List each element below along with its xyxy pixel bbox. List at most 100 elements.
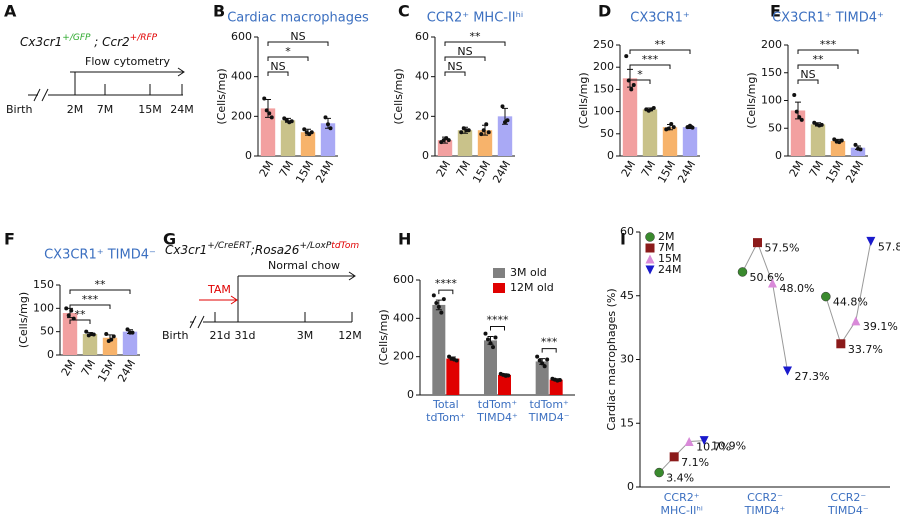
significance-label: NS xyxy=(457,45,472,58)
data-point xyxy=(542,364,547,369)
data-point xyxy=(488,341,493,346)
significance-label: ** xyxy=(655,38,667,51)
data-point xyxy=(819,122,824,127)
x-tick-label: 24M xyxy=(313,159,336,186)
x-tick-label: 24M xyxy=(843,159,866,186)
significance-label: ** xyxy=(95,278,107,291)
y-tick-label: 50 xyxy=(768,121,782,134)
x-tick-label: CCR2⁺ xyxy=(664,491,700,504)
data-point xyxy=(486,130,491,135)
bar xyxy=(102,337,118,355)
x-tick-label: TIMD4⁺ xyxy=(476,411,518,424)
genotype: Cx3cr1+/GFP ; Ccr2+/RFP xyxy=(20,33,158,49)
chart-title: CX3CR1⁺ TIMD4⁻ xyxy=(44,248,156,263)
value-label: 7.1% xyxy=(681,456,709,469)
legend-swatch xyxy=(493,268,505,278)
significance-label: NS xyxy=(800,68,815,81)
bar xyxy=(122,331,138,355)
genotype-part: +/GFP xyxy=(62,33,91,43)
data-point xyxy=(853,142,858,147)
x-tick-label: 7M xyxy=(807,159,827,180)
diagram-g-shapes xyxy=(189,271,356,329)
y-tick-label: 50 xyxy=(600,127,614,140)
y-tick-label: 150 xyxy=(593,82,614,95)
data-point xyxy=(267,111,272,116)
y-tick-label: 200 xyxy=(593,60,614,73)
timeline-label: 2M xyxy=(67,103,84,116)
arrow-label: Flow cytometry xyxy=(85,55,171,68)
data-point xyxy=(466,128,471,133)
data-point xyxy=(66,313,71,318)
marker xyxy=(821,291,831,302)
marker xyxy=(866,236,876,246)
bar xyxy=(457,130,473,156)
data-point xyxy=(651,106,656,111)
y-tick-label: 150 xyxy=(33,278,54,291)
data-point xyxy=(799,117,804,122)
x-tick-label: 7M xyxy=(454,159,474,180)
y-tick-label: 50 xyxy=(40,325,54,338)
timeline-label: Birth xyxy=(162,329,188,342)
y-tick-label: 0 xyxy=(407,388,414,401)
legend-label: 3M old xyxy=(510,266,547,279)
genotype-part: +/CreERT xyxy=(207,241,252,251)
error-bar xyxy=(627,68,633,88)
genotype-part: Cx3cr1 xyxy=(20,35,62,49)
marker xyxy=(851,316,861,326)
significance-label: ** xyxy=(470,30,482,43)
y-tick-label: 45 xyxy=(620,289,634,302)
y-tick-label: 600 xyxy=(231,30,252,43)
panel-letter: H xyxy=(398,230,411,249)
significance-bracket xyxy=(69,304,111,309)
y-tick-label: 100 xyxy=(761,94,782,107)
chart-title: CX3CR1⁺ TIMD4⁺ xyxy=(772,11,884,26)
bar xyxy=(622,78,638,156)
bar xyxy=(260,108,276,156)
panel-letter: B xyxy=(213,2,225,21)
significance-bracket xyxy=(541,348,557,353)
bar xyxy=(810,124,826,156)
marker xyxy=(737,267,748,277)
significance-bracket xyxy=(444,71,466,76)
bar xyxy=(535,361,549,395)
significance-label: *** xyxy=(820,38,837,51)
data-point xyxy=(484,122,489,127)
panel-letter: A xyxy=(4,2,17,21)
data-point xyxy=(671,125,676,130)
bar xyxy=(62,313,78,355)
value-label: 33.7% xyxy=(848,343,883,356)
y-tick-label: 40 xyxy=(415,70,429,83)
data-point xyxy=(505,118,510,123)
genotype-part: tdTom xyxy=(331,241,359,251)
y-tick-label: 20 xyxy=(415,109,429,122)
x-tick-label: 24M xyxy=(115,358,138,385)
timeline-label: Birth xyxy=(6,103,32,116)
y-tick-label: 100 xyxy=(33,301,54,314)
y-tick-label: 400 xyxy=(231,70,252,83)
data-point xyxy=(537,358,542,363)
value-label: 27.3% xyxy=(795,370,830,383)
significance-bracket xyxy=(267,41,329,46)
data-point xyxy=(446,138,451,143)
x-tick-label: 15M xyxy=(293,159,316,186)
data-point xyxy=(479,132,484,137)
x-tick-label: TIMD4⁻ xyxy=(827,504,869,515)
y-tick-label: 0 xyxy=(47,348,54,361)
x-tick-label: 2M xyxy=(434,159,454,180)
y-tick-label: 0 xyxy=(607,149,614,162)
x-tick-label: 7M xyxy=(79,358,99,379)
data-point xyxy=(459,130,464,135)
x-tick-label: 2M xyxy=(619,159,639,180)
bar xyxy=(320,123,336,156)
data-point xyxy=(540,361,545,366)
value-label: 57.5% xyxy=(765,242,800,255)
significance-bracket xyxy=(797,49,859,54)
bar xyxy=(642,109,658,156)
data-point xyxy=(262,96,267,101)
x-tick-label: 15M xyxy=(655,159,678,186)
data-point xyxy=(797,115,802,120)
data-point xyxy=(666,126,671,131)
data-point xyxy=(535,354,540,359)
y-tick-label: 60 xyxy=(415,30,429,43)
